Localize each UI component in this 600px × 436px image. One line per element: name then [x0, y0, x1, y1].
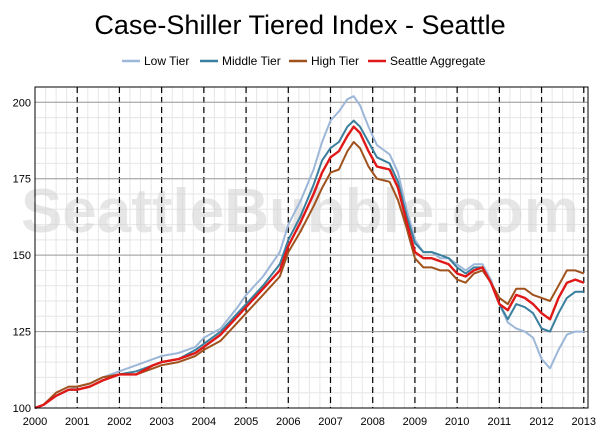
x-tick-label: 2002 — [107, 416, 131, 428]
watermark: SeattleBubble.com — [21, 177, 579, 246]
plot-area — [35, 87, 588, 408]
legend-label-high-tier: High Tier — [311, 54, 359, 68]
plot-border — [34, 86, 589, 409]
y-tick-label: 175 — [13, 174, 31, 186]
series-lines — [34, 95, 585, 410]
x-tick-label: 2000 — [23, 416, 47, 428]
x-tick-label: 2007 — [318, 416, 342, 428]
y-tick-label: 200 — [13, 97, 31, 109]
x-tick-label: 2013 — [572, 416, 596, 428]
chart-title: Case-Shiller Tiered Index - Seattle — [94, 10, 505, 40]
x-tick-label: 2008 — [360, 416, 384, 428]
x-tick-label: 2010 — [445, 416, 469, 428]
x-tick-label: 2012 — [529, 416, 553, 428]
x-tick-label: 2009 — [403, 416, 427, 428]
x-tick-label: 2011 — [488, 416, 512, 428]
y-tick-label: 150 — [13, 250, 31, 262]
legend-label-seattle-aggregate: Seattle Aggregate — [390, 54, 486, 68]
x-tick-label: 2003 — [149, 416, 173, 428]
x-tick-label: 2004 — [192, 416, 216, 428]
y-tick-label: 100 — [13, 403, 31, 415]
y-tick-label: 125 — [13, 327, 31, 339]
series-line-seattle-aggregate — [34, 125, 585, 410]
series-line-low-tier — [34, 95, 584, 409]
x-axis-ticks: 2000 2001 2002 2003 2004 2005 2006 2007 2008 2009… — [23, 416, 596, 428]
x-tick-label: 2006 — [276, 416, 300, 428]
series-line-high-tier — [34, 141, 585, 409]
legend-label-low-tier: Low Tier — [144, 54, 189, 68]
x-tick-label: 2001 — [65, 416, 89, 428]
y-axis-ticks: 100 125 150 175 200 — [13, 97, 31, 415]
legend: Low Tier Middle Tier High Tier Seattle Aggr… — [122, 54, 486, 68]
x-tick-label: 2005 — [234, 416, 258, 428]
legend-label-middle-tier: Middle Tier — [222, 54, 281, 68]
